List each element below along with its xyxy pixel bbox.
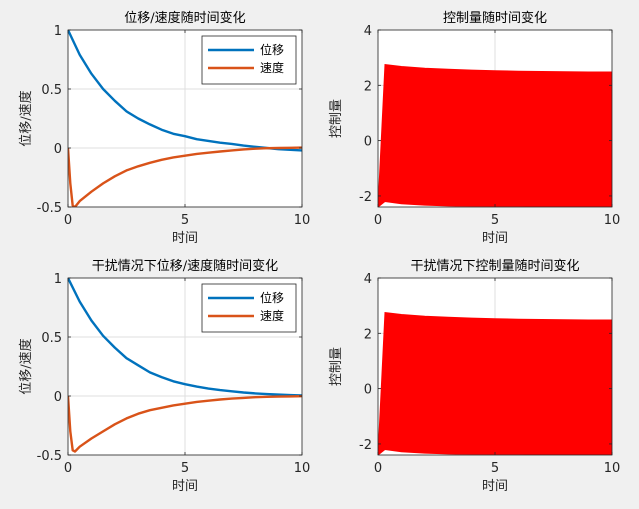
legend-box — [201, 35, 297, 85]
data-layer — [378, 64, 612, 207]
y-tick-label: 4 — [364, 24, 372, 39]
y-tick-label: -0.5 — [37, 201, 62, 216]
x-axis-label: 时间 — [482, 231, 508, 246]
y-tick-label: -2 — [359, 190, 372, 205]
y-tick-label: 0 — [364, 135, 372, 150]
y-tick-label: -2 — [359, 438, 372, 453]
x-axis-label: 时间 — [172, 479, 198, 494]
control-band-series — [378, 64, 612, 207]
legend-label: 速度 — [260, 60, 284, 75]
legend-box — [201, 283, 297, 333]
y-tick-label: 0.5 — [41, 331, 62, 346]
x-tick-label: 0 — [374, 461, 382, 476]
y-tick-label: 2 — [364, 327, 372, 342]
y-tick-label: 4 — [364, 272, 372, 287]
y-tick-label: 1 — [54, 24, 62, 39]
x-tick-label: 10 — [294, 213, 311, 228]
legend-label: 速度 — [260, 308, 284, 323]
x-tick-label: 5 — [491, 213, 499, 228]
x-tick-label: 10 — [604, 461, 621, 476]
series-line-2 — [68, 146, 302, 207]
y-tick-label: 0 — [54, 142, 62, 157]
x-tick-label: 5 — [181, 213, 189, 228]
y-axis-label: 控制量 — [329, 347, 344, 386]
x-tick-label: 10 — [604, 213, 621, 228]
x-tick-label: 0 — [374, 213, 382, 228]
series-line-1 — [68, 278, 302, 397]
y-tick-label: 0.5 — [41, 83, 62, 98]
y-tick-label: 0 — [54, 390, 62, 405]
x-axis-label: 时间 — [482, 479, 508, 494]
legend-label: 位移 — [260, 290, 284, 305]
chart-title: 位移/速度随时间变化 — [124, 10, 245, 26]
data-layer — [378, 312, 612, 455]
x-tick-label: 0 — [64, 461, 72, 476]
data-layer — [68, 30, 302, 207]
y-axis-label: 控制量 — [329, 99, 344, 138]
x-axis-label: 时间 — [172, 231, 198, 246]
x-tick-label: 5 — [491, 461, 499, 476]
control-band-series — [378, 312, 612, 455]
series-line-2 — [68, 395, 302, 453]
y-tick-label: 2 — [364, 79, 372, 94]
chart-title: 控制量随时间变化 — [443, 10, 547, 26]
y-tick-label: 0 — [364, 383, 372, 398]
y-axis-label: 位移/速度 — [18, 338, 34, 394]
x-tick-label: 0 — [64, 213, 72, 228]
y-tick-label: -0.5 — [37, 449, 62, 464]
x-tick-label: 10 — [294, 461, 311, 476]
data-layer — [68, 278, 302, 453]
legend-label: 位移 — [260, 42, 284, 57]
x-tick-label: 5 — [181, 461, 189, 476]
y-axis-label: 位移/速度 — [18, 90, 34, 146]
chart-title: 干扰情况下控制量随时间变化 — [410, 258, 579, 274]
chart-title: 干扰情况下位移/速度随时间变化 — [92, 258, 278, 274]
y-tick-label: 1 — [54, 272, 62, 287]
